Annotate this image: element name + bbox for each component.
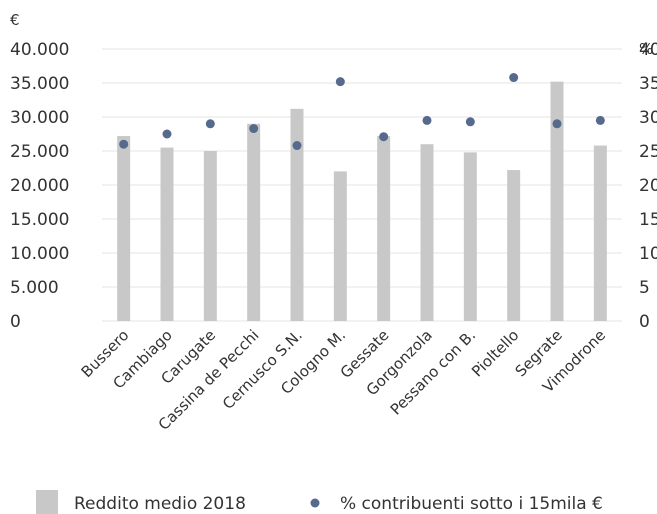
bar: [117, 136, 131, 321]
data-point: [292, 141, 302, 151]
left-tick-label: 5.000: [10, 278, 59, 298]
right-tick-label: 10: [639, 244, 657, 264]
legend-dot-swatch: [310, 498, 320, 508]
left-tick-label: 35.000: [10, 74, 69, 94]
left-tick-label: 20.000: [10, 176, 69, 196]
left-axis-unit: €: [10, 11, 20, 29]
left-tick-label: 25.000: [10, 142, 69, 162]
bar: [507, 170, 521, 321]
data-point: [595, 115, 605, 125]
data-point: [205, 119, 215, 129]
bar: [203, 151, 217, 321]
bar: [247, 123, 261, 321]
legend-bar-label: Reddito medio 2018: [74, 494, 246, 514]
data-point: [119, 139, 129, 149]
right-axis-unit: %: [639, 40, 653, 58]
legend-bar-swatch: [36, 490, 58, 514]
right-tick-label: 30: [639, 108, 657, 128]
right-tick-label: 40: [639, 40, 657, 60]
data-point: [162, 129, 172, 139]
bar: [550, 81, 564, 321]
legend: Reddito medio 2018 % contribuenti sotto …: [36, 490, 603, 514]
legend-dot-label: % contribuenti sotto i 15mila €: [340, 494, 603, 514]
data-point: [465, 117, 475, 127]
bar: [377, 136, 391, 321]
bar: [333, 171, 347, 321]
left-tick-label: 40.000: [10, 40, 69, 60]
right-tick-label: 5: [639, 278, 650, 298]
data-point: [335, 77, 345, 87]
left-tick-label: 30.000: [10, 108, 69, 128]
point-series: [119, 73, 605, 151]
left-tick-label: 10.000: [10, 244, 69, 264]
data-point: [552, 119, 562, 129]
right-tick-label: 20: [639, 176, 657, 196]
bar: [290, 108, 304, 321]
right-tick-label: 25: [639, 142, 657, 162]
bar: [593, 145, 607, 321]
left-axis: € 0 5.000 10.000 15.000 20.000 25.000 30.000 35…: [10, 11, 69, 332]
bar: [420, 144, 434, 321]
right-tick-label: 15: [639, 210, 657, 230]
data-point: [379, 132, 389, 142]
left-tick-label: 15.000: [10, 210, 69, 230]
gridlines: [102, 48, 622, 322]
right-tick-label: 35: [639, 74, 657, 94]
category-label: Pioltello: [468, 326, 522, 380]
right-axis: % 0 5 10 15 20 25 30 35 40: [639, 40, 657, 332]
data-point: [249, 124, 259, 134]
bar: [463, 152, 477, 321]
data-point: [509, 73, 519, 83]
left-tick-label: 0: [10, 312, 21, 332]
right-tick-label: 0: [639, 312, 650, 332]
data-point: [422, 115, 432, 125]
bar-series: [117, 81, 607, 321]
bar: [160, 147, 174, 321]
